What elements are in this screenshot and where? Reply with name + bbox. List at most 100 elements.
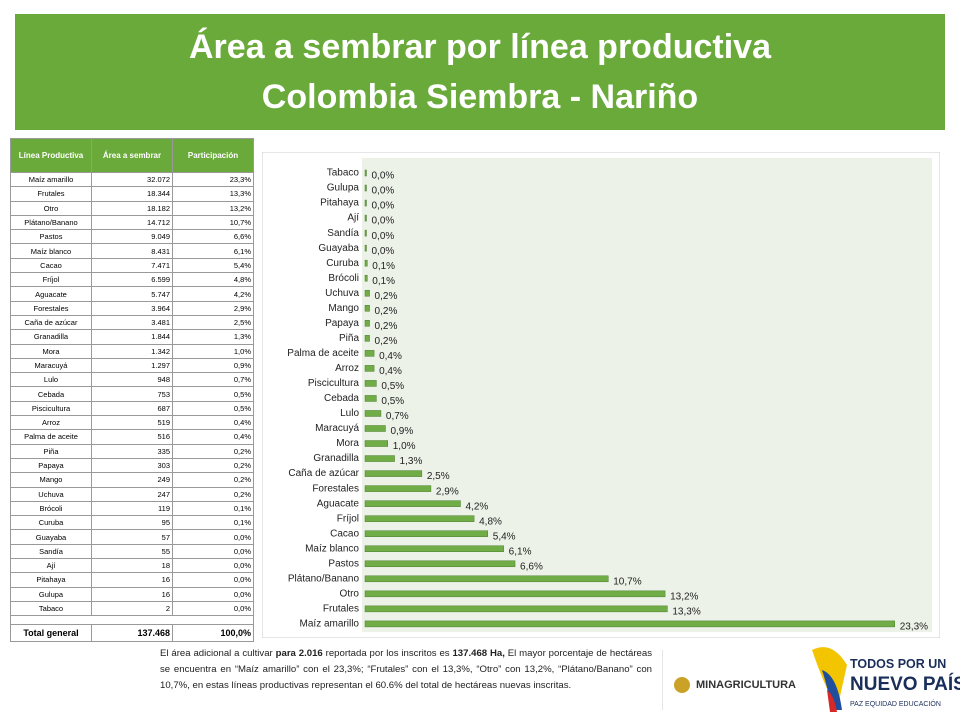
table-cell: 1.844: [91, 329, 173, 345]
value-label: 13,3%: [672, 607, 700, 618]
table-cell: 0,2%: [172, 457, 254, 474]
table-cell: 3.481: [91, 314, 173, 331]
table-row: Plátano/Banano 14.712 10,7%: [10, 214, 254, 231]
table-cell: 516: [91, 429, 173, 445]
table-row: Cacao 7.471 5,4%: [10, 257, 254, 274]
table-row: Palma de aceite 516 0,4%: [10, 429, 254, 445]
logos: MINAGRICULTURA TODOS POR UN NUEVO PAÍS P…: [662, 647, 960, 712]
table-cell: 55: [91, 543, 173, 560]
table-cell: 0,1%: [172, 515, 254, 531]
table-cell: Forestales: [10, 300, 92, 316]
table-row: Arroz 519 0,4%: [10, 415, 254, 431]
table-cell: 4,8%: [172, 272, 254, 288]
spacer-cell: [10, 615, 254, 626]
table-cell: 0,5%: [172, 386, 254, 402]
bar: [364, 485, 432, 492]
table-cell: 13,3%: [172, 186, 254, 202]
category-label: Papaya: [325, 318, 359, 329]
table-cell: 1.342: [91, 343, 173, 359]
bar: [364, 560, 516, 568]
table-cell: Palma de aceite: [10, 429, 92, 445]
value-label: 0,4%: [379, 366, 402, 377]
table-row: Maíz amarillo 32.072 23,3%: [10, 171, 254, 188]
table-cell: Pitahaya: [10, 572, 92, 588]
table-row: Guayaba 57 0,0%: [10, 529, 254, 545]
table-cell: 57: [91, 529, 173, 545]
bar: [364, 425, 386, 432]
bar: [364, 305, 370, 312]
table-cell: 247: [91, 486, 173, 502]
table-cell: 6,6%: [172, 229, 254, 245]
value-label: 13,2%: [670, 591, 698, 602]
value-label: 0,0%: [372, 201, 395, 212]
table-cell: 14.712: [91, 214, 173, 231]
table-cell: Arroz: [10, 415, 92, 431]
slogan: NUEVO PAÍS: [850, 673, 960, 695]
table-cell: Piscicultura: [10, 400, 92, 417]
table-cell: Mora: [10, 343, 92, 359]
table-row: Aguacate 5.747 4,2%: [10, 286, 254, 302]
column-header: Participación: [172, 138, 254, 173]
category-label: Arroz: [335, 363, 359, 374]
table-cell: 5.747: [91, 286, 173, 302]
table-row: Cebada 753 0,5%: [10, 386, 254, 402]
category-label: Granadilla: [313, 453, 359, 464]
value-label: 5,4%: [493, 531, 516, 542]
table-cell: 519: [91, 415, 173, 431]
table-cell: 1,0%: [172, 343, 254, 359]
category-label: Gulupa: [327, 183, 360, 194]
table-cell: Otro: [10, 200, 92, 216]
table-cell: Curuba: [10, 515, 92, 531]
table-cell: 5,4%: [172, 257, 254, 274]
table-row: Piscicultura 687 0,5%: [10, 400, 254, 417]
table-cell: 753: [91, 386, 173, 402]
value-label: 4,8%: [479, 516, 502, 527]
table-row: Fríjol 6.599 4,8%: [10, 272, 254, 288]
table-cell: Gulupa: [10, 586, 92, 602]
footer-text: El área adicional a cultivar para 2.016 …: [160, 646, 652, 694]
table-cell: 2,5%: [172, 314, 254, 331]
table-cell: 948: [91, 372, 173, 388]
header-row: Línea Productiva Área a sembrar Participac…: [10, 138, 254, 173]
table-cell: 0,2%: [172, 486, 254, 502]
bar: [364, 169, 367, 177]
bar: [364, 229, 367, 237]
table-cell: Sandía: [10, 543, 92, 560]
footer-segment: reportada por los inscritos es: [322, 648, 453, 659]
table-cell: Brócoli: [10, 500, 92, 517]
table-cell: 2,9%: [172, 300, 254, 316]
table-row: Papaya 303 0,2%: [10, 457, 254, 474]
value-label: 1,0%: [393, 441, 416, 452]
value-label: 0,0%: [372, 171, 395, 182]
title-line: Área a sembrar por línea productiva: [189, 28, 771, 66]
table-cell: 0,4%: [172, 415, 254, 431]
footer-segment: El mayor porcentaje de hectáreas se encu…: [160, 648, 652, 691]
table-cell: 6,1%: [172, 243, 254, 259]
table-cell: 0,9%: [172, 357, 254, 374]
table-cell: 0,0%: [172, 543, 254, 560]
title-line: Colombia Siembra - Nariño: [261, 78, 699, 116]
table-cell: Maíz blanco: [10, 243, 92, 259]
value-label: 0,2%: [375, 306, 398, 317]
bar: [364, 575, 609, 583]
value-label: 10,7%: [613, 576, 641, 587]
ministry-name: MINAGRICULTURA: [696, 679, 796, 691]
table-cell: 0,0%: [172, 600, 254, 617]
bar: [364, 470, 423, 477]
table-cell: 3.964: [91, 300, 173, 316]
table-row: Frutales 18.344 13,3%: [10, 186, 254, 202]
bar: [364, 289, 370, 297]
category-label: Sandía: [327, 228, 359, 239]
value-label: 2,9%: [436, 486, 459, 497]
table-cell: 23,3%: [172, 171, 254, 188]
category-label: Guayaba: [318, 243, 359, 254]
table-cell: 9.049: [91, 229, 173, 245]
bar: [364, 199, 367, 207]
table-cell: Lulo: [10, 372, 92, 388]
value-label: 0,7%: [386, 411, 409, 422]
value-label: 0,9%: [390, 426, 413, 437]
table-cell: Guayaba: [10, 529, 92, 545]
table-cell: 10,7%: [172, 214, 254, 231]
category-label: Brócoli: [328, 273, 359, 284]
